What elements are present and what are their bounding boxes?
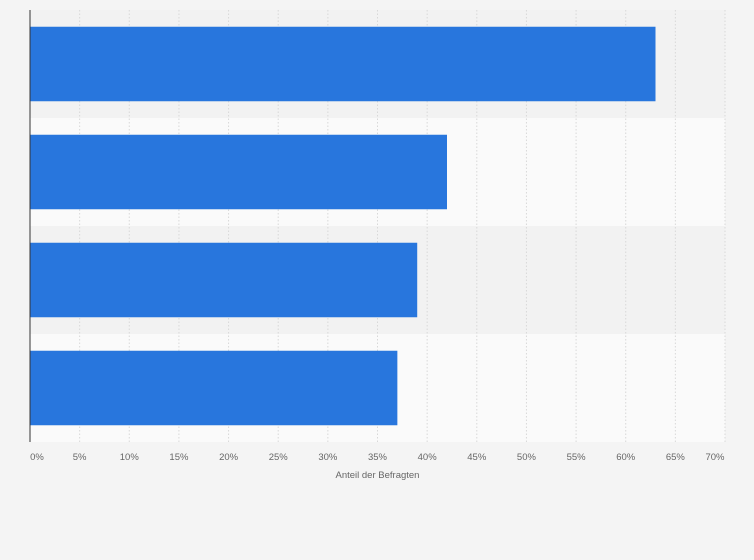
bar-4 [30,350,398,426]
x-tick-labels: 0% 5% 10% 15% 20% 25% 30% 35% 40% 45% 50% 55% 60% 65%… [30,452,725,463]
x-tick-label-45: 45% [467,452,487,463]
x-tick-label-70: 70% [705,452,725,463]
x-tick-label-30: 30% [318,452,338,463]
x-tick-label-55: 55% [567,452,587,463]
x-tick-label-50: 50% [517,452,537,463]
x-tick-label-15: 15% [169,452,189,463]
x-tick-label-10: 10% [120,452,140,463]
x-tick-label-65: 65% [666,452,686,463]
x-tick-label-20: 20% [219,452,239,463]
bar-2 [30,134,447,210]
x-tick-label-40: 40% [418,452,438,463]
x-tick-label-0: 0% [30,452,44,463]
x-tick-label-5: 5% [73,452,87,463]
x-axis-title: Anteil der Befragten [336,470,420,481]
x-tick-label-60: 60% [616,452,636,463]
bars [30,26,656,426]
x-tick-label-35: 35% [368,452,388,463]
bar-3 [30,242,418,318]
bar-1 [30,26,656,102]
x-tick-label-25: 25% [269,452,289,463]
